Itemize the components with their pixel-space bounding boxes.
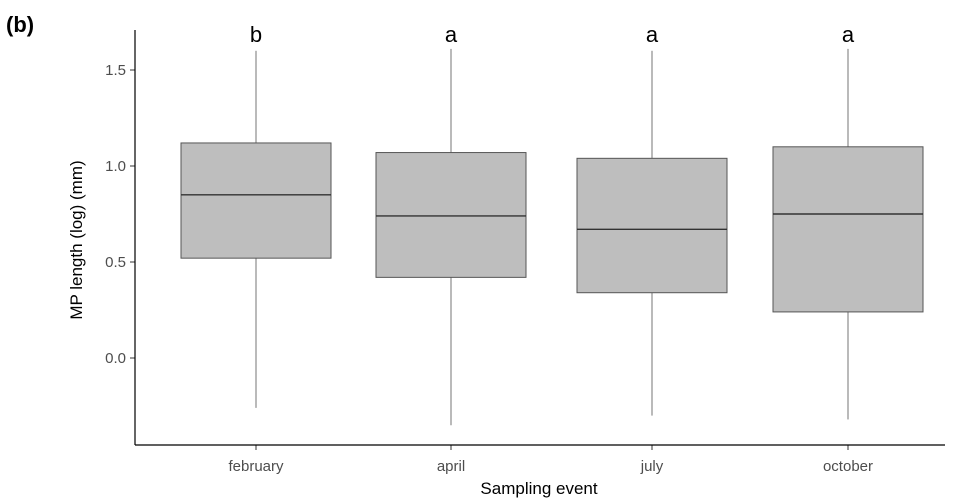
significance-letter-april: a <box>445 22 458 47</box>
x-axis-title: Sampling event <box>480 479 597 498</box>
x-tick-label-october: october <box>823 458 873 475</box>
y-tick-label: 1.0 <box>105 158 126 175</box>
box-february <box>180 142 332 259</box>
y-tick-label: 0.0 <box>105 350 126 367</box>
y-tick-label: 1.5 <box>105 62 126 79</box>
significance-letter-february: b <box>250 22 262 47</box>
x-tick-label-april: april <box>437 458 465 475</box>
x-tick-label-february: february <box>228 458 284 475</box>
box-july <box>576 157 728 294</box>
y-tick-label: 0.5 <box>105 254 126 271</box>
x-tick-label-july: july <box>640 458 664 475</box>
significance-letter-october: a <box>842 22 855 47</box>
panel-label: (b) <box>6 12 34 37</box>
box-april <box>375 152 527 278</box>
box-october <box>772 146 924 313</box>
y-axis-title: MP length (log) (mm) <box>67 160 86 319</box>
significance-letter-july: a <box>646 22 659 47</box>
